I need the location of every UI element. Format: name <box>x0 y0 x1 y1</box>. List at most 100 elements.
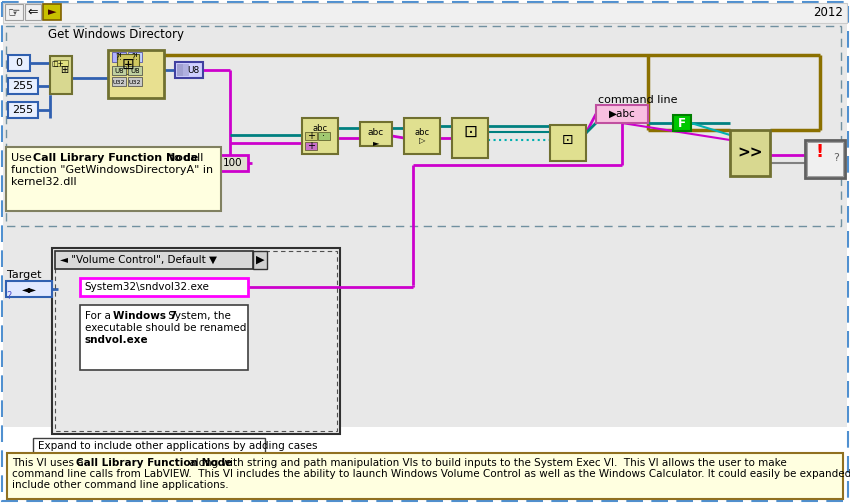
Text: 2012: 2012 <box>813 6 843 19</box>
Text: ☞: ☞ <box>8 5 20 19</box>
Bar <box>112 77 126 86</box>
Text: !: ! <box>816 143 824 161</box>
Text: ◄►: ◄► <box>21 284 37 294</box>
Text: Get Windows Directory: Get Windows Directory <box>48 28 184 41</box>
Bar <box>253 251 267 269</box>
Text: U8: U8 <box>114 68 124 74</box>
Bar <box>8 55 30 71</box>
Text: ◄ "Volume Control", Default ▼: ◄ "Volume Control", Default ▼ <box>60 255 217 265</box>
Bar <box>55 251 253 269</box>
Text: executable should be renamed: executable should be renamed <box>85 323 246 333</box>
Text: System, the: System, the <box>165 311 231 321</box>
Text: kernel32.dll: kernel32.dll <box>11 177 76 187</box>
Text: sndvol.exe: sndvol.exe <box>85 335 149 345</box>
Bar <box>7 453 843 499</box>
Text: command line calls from LabVIEW.  This VI includes the ability to launch Windows: command line calls from LabVIEW. This VI… <box>12 469 850 479</box>
Text: along with string and path manipulation VIs to build inputs to the System Exec V: along with string and path manipulation … <box>186 458 787 468</box>
Text: Call Library Function Node: Call Library Function Node <box>76 458 232 468</box>
Text: U32: U32 <box>128 79 141 85</box>
Bar <box>360 122 392 146</box>
Bar <box>52 248 340 434</box>
Bar <box>8 102 38 118</box>
Bar <box>8 78 38 94</box>
Text: System32\sndvol32.exe: System32\sndvol32.exe <box>84 282 209 292</box>
Bar <box>80 278 248 296</box>
Bar <box>305 142 317 150</box>
Text: F: F <box>678 117 686 129</box>
Bar <box>3 3 847 23</box>
Text: ▶: ▶ <box>256 255 264 265</box>
Text: Expand to include other applications by adding cases: Expand to include other applications by … <box>38 441 318 451</box>
Text: >>: >> <box>737 145 762 160</box>
Bar <box>550 125 586 161</box>
Text: ?!: ?! <box>132 52 139 61</box>
Text: +: + <box>307 141 315 151</box>
Text: 255: 255 <box>13 105 33 115</box>
Bar <box>80 305 248 370</box>
Text: command line: command line <box>598 95 677 105</box>
Text: U32: U32 <box>113 79 125 85</box>
Text: ⊞: ⊞ <box>122 56 134 71</box>
Text: Windows 7: Windows 7 <box>113 311 177 321</box>
Text: to call: to call <box>166 153 203 163</box>
Bar <box>128 52 142 62</box>
Bar <box>596 105 648 123</box>
Bar <box>6 281 52 297</box>
Text: ⊞: ⊞ <box>60 65 68 75</box>
Text: 100: 100 <box>224 158 243 168</box>
Text: U8: U8 <box>187 65 199 74</box>
Bar <box>55 251 337 431</box>
Bar <box>112 52 126 62</box>
Bar <box>673 115 691 131</box>
Bar <box>404 118 440 154</box>
Bar <box>730 130 770 176</box>
Bar <box>807 142 843 176</box>
Text: □+: □+ <box>52 61 65 67</box>
Text: abc: abc <box>368 128 384 137</box>
Text: ·: · <box>322 131 326 141</box>
Text: abc: abc <box>415 128 429 137</box>
Text: Target: Target <box>7 270 42 280</box>
Text: ▷: ▷ <box>419 136 425 145</box>
Text: ⇐: ⇐ <box>28 6 38 19</box>
Bar <box>43 4 61 20</box>
Text: 0: 0 <box>15 58 22 68</box>
Bar <box>112 66 126 75</box>
Bar <box>5 4 23 20</box>
Bar <box>33 438 265 454</box>
Bar <box>183 64 189 76</box>
Text: 255: 255 <box>13 81 33 91</box>
Bar <box>3 24 847 427</box>
Text: This VI uses a: This VI uses a <box>12 458 87 468</box>
Bar <box>452 118 488 158</box>
Bar <box>218 155 248 171</box>
Bar <box>6 26 841 226</box>
Bar <box>305 132 317 140</box>
Text: ►: ► <box>373 138 379 147</box>
Bar <box>128 77 142 86</box>
Text: ►: ► <box>48 7 56 17</box>
Text: For a: For a <box>85 311 114 321</box>
Text: +: + <box>307 131 315 141</box>
Bar <box>117 54 139 74</box>
Bar <box>60 60 68 66</box>
Bar <box>25 4 41 20</box>
Text: ?: ? <box>833 153 839 163</box>
Bar <box>805 140 845 178</box>
Text: Call Library Function Node: Call Library Function Node <box>33 153 198 163</box>
Text: ?!: ?! <box>116 52 122 61</box>
Text: Use: Use <box>11 153 35 163</box>
Text: U8: U8 <box>130 68 139 74</box>
Bar <box>50 56 72 94</box>
Bar <box>177 64 183 76</box>
Text: function "GetWindowsDirectoryA" in: function "GetWindowsDirectoryA" in <box>11 165 213 175</box>
Bar <box>318 132 330 140</box>
Bar <box>302 118 338 154</box>
Text: include other command line applications.: include other command line applications. <box>12 480 229 490</box>
Bar <box>108 50 164 98</box>
Text: ▶abc: ▶abc <box>609 109 635 119</box>
Text: ?: ? <box>6 291 11 301</box>
Bar <box>6 147 221 211</box>
Text: ⊡: ⊡ <box>562 133 574 147</box>
Text: ⊡: ⊡ <box>463 123 477 141</box>
